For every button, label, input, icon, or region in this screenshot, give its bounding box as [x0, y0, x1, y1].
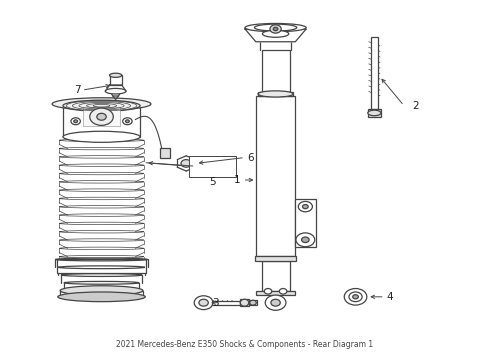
Bar — [240, 299, 249, 306]
Ellipse shape — [63, 100, 140, 111]
Bar — [110, 75, 122, 85]
Circle shape — [279, 288, 287, 294]
Bar — [60, 291, 143, 297]
Ellipse shape — [245, 23, 306, 32]
Ellipse shape — [254, 24, 297, 31]
Circle shape — [344, 288, 367, 305]
Circle shape — [273, 27, 278, 31]
Ellipse shape — [58, 292, 145, 302]
Circle shape — [301, 237, 309, 243]
Polygon shape — [105, 85, 126, 91]
Circle shape — [349, 292, 362, 302]
Bar — [295, 199, 316, 247]
Ellipse shape — [110, 73, 122, 77]
Bar — [262, 261, 290, 291]
Bar — [189, 156, 236, 176]
Circle shape — [302, 204, 308, 209]
Bar — [256, 96, 295, 256]
Bar — [63, 106, 140, 137]
Text: 5: 5 — [209, 177, 216, 187]
Circle shape — [265, 295, 286, 310]
Text: 2021 Mercedes-Benz E350 Shocks & Components - Rear Diagram 1: 2021 Mercedes-Benz E350 Shocks & Compone… — [117, 340, 373, 348]
Circle shape — [122, 118, 132, 125]
Text: 4: 4 — [386, 292, 393, 302]
Circle shape — [71, 118, 80, 125]
Circle shape — [271, 299, 280, 306]
Circle shape — [298, 202, 313, 212]
Circle shape — [250, 300, 256, 305]
Circle shape — [270, 25, 281, 33]
Polygon shape — [110, 91, 122, 96]
Circle shape — [199, 299, 208, 306]
Text: 6: 6 — [247, 153, 254, 162]
Bar — [262, 50, 290, 92]
Circle shape — [194, 296, 213, 310]
Circle shape — [296, 233, 315, 247]
Bar — [368, 109, 381, 117]
Circle shape — [125, 120, 129, 123]
Ellipse shape — [60, 286, 143, 296]
Ellipse shape — [263, 30, 289, 37]
Text: 2: 2 — [412, 101, 418, 111]
Text: 3: 3 — [213, 298, 219, 308]
Bar — [212, 301, 240, 305]
Bar — [249, 300, 257, 305]
Bar — [370, 37, 378, 109]
Circle shape — [181, 159, 192, 167]
Bar — [83, 107, 121, 126]
Bar — [255, 256, 296, 261]
Circle shape — [353, 295, 358, 299]
Ellipse shape — [240, 299, 249, 306]
Bar — [258, 92, 293, 96]
Text: 7: 7 — [74, 85, 80, 95]
Bar — [256, 291, 295, 295]
Circle shape — [90, 108, 113, 125]
Circle shape — [74, 120, 77, 123]
Text: 1: 1 — [234, 175, 240, 185]
Bar — [160, 148, 170, 158]
Ellipse shape — [63, 131, 140, 142]
Polygon shape — [245, 29, 306, 42]
Ellipse shape — [258, 91, 293, 97]
Bar — [57, 260, 146, 273]
Ellipse shape — [105, 89, 126, 94]
Ellipse shape — [368, 110, 381, 116]
Ellipse shape — [52, 98, 151, 110]
Circle shape — [97, 113, 106, 120]
Circle shape — [264, 288, 272, 294]
